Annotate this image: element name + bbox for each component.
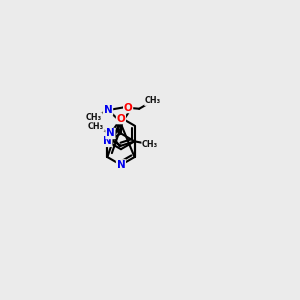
Text: CH₃: CH₃ xyxy=(86,113,102,122)
Text: O: O xyxy=(117,114,125,124)
Text: CH₃: CH₃ xyxy=(88,122,104,131)
Text: O: O xyxy=(124,103,133,112)
Text: N: N xyxy=(104,105,112,115)
Text: CH₃: CH₃ xyxy=(142,140,158,149)
Text: N: N xyxy=(117,160,125,170)
Text: N: N xyxy=(103,136,112,146)
Text: N: N xyxy=(106,128,115,139)
Text: CH₃: CH₃ xyxy=(145,96,161,105)
